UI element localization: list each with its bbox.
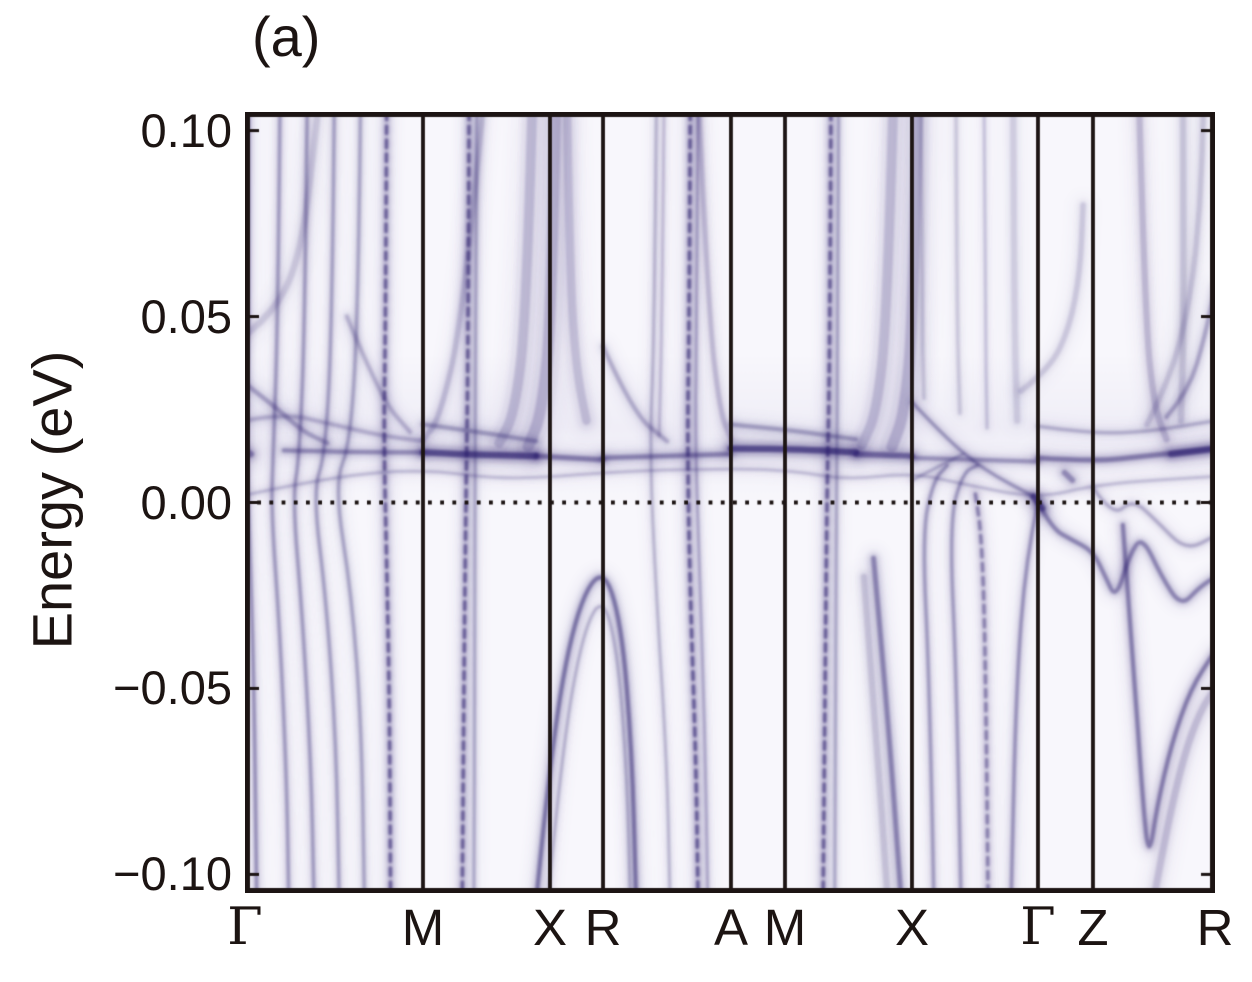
x-tick-label: Γ xyxy=(1020,898,1056,957)
x-tick-label: Γ xyxy=(227,898,263,957)
x-tick-label: Z xyxy=(1077,899,1109,956)
panel-label: (a) xyxy=(252,5,321,68)
y-tick-label: 0.05 xyxy=(140,289,232,343)
y-tick-label: 0.00 xyxy=(140,475,232,529)
x-tick-label: R xyxy=(584,899,622,956)
x-tick-label: X xyxy=(894,899,929,956)
y-tick-label: −0.10 xyxy=(113,847,232,901)
spectral-function-canvas xyxy=(245,112,1215,893)
y-tick-label: −0.05 xyxy=(113,661,232,715)
x-tick-label: M xyxy=(401,899,445,956)
x-tick-label: X xyxy=(532,899,567,956)
y-tick-label: 0.10 xyxy=(140,103,232,157)
x-tick-label: A xyxy=(713,899,748,956)
x-tick-label: R xyxy=(1196,899,1234,956)
x-tick-label: M xyxy=(763,899,807,956)
